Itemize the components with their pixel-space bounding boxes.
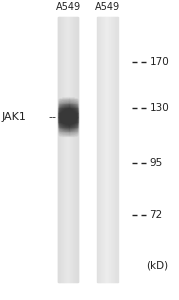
Text: A549: A549 [95, 2, 120, 12]
Text: 72: 72 [149, 210, 163, 220]
Text: (kD): (kD) [146, 261, 168, 271]
Text: JAK1: JAK1 [2, 112, 27, 122]
Text: 130: 130 [149, 103, 169, 113]
Text: --: -- [48, 112, 56, 122]
Text: 170: 170 [149, 56, 169, 67]
Text: 95: 95 [149, 158, 163, 168]
Text: A549: A549 [55, 2, 81, 12]
